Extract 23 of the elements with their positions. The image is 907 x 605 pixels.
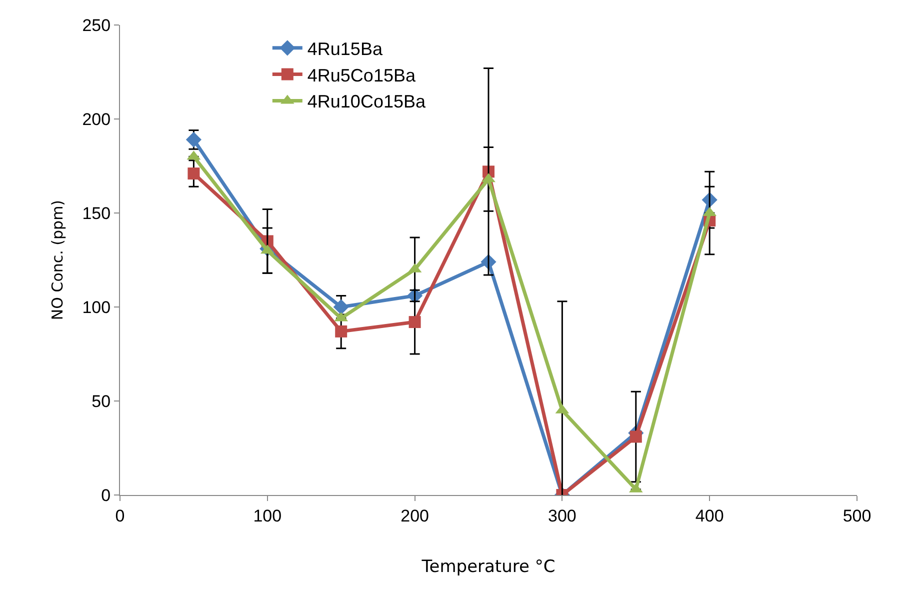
x-tick-label: 400 <box>695 506 724 526</box>
x-tick-label: 0 <box>115 506 125 526</box>
legend-label: 4Ru10Co15Ba <box>307 92 426 112</box>
y-tick-label: 0 <box>101 486 111 505</box>
x-axis-title: Temperature °C <box>420 556 556 577</box>
y-tick-label: 250 <box>82 16 111 35</box>
x-tick-label: 300 <box>548 506 576 526</box>
y-tick-label: 200 <box>82 110 111 129</box>
legend-label: 4Ru5Co15Ba <box>307 65 416 86</box>
point <box>188 168 200 180</box>
point <box>630 430 642 443</box>
x-tick-label: 200 <box>400 506 429 526</box>
y-axis-title: NO Conc. (ppm) <box>48 200 66 320</box>
point <box>335 325 348 338</box>
point <box>186 132 202 148</box>
point <box>333 299 349 315</box>
x-tick-label: 500 <box>842 506 872 526</box>
point <box>408 316 421 328</box>
x-tick-label: 100 <box>253 506 282 526</box>
y-tick-label: 50 <box>92 392 111 411</box>
y-tick-label: 150 <box>82 204 111 223</box>
y-tick-label: 100 <box>82 298 111 317</box>
legend-label: 4Ru15Ba <box>307 38 384 59</box>
